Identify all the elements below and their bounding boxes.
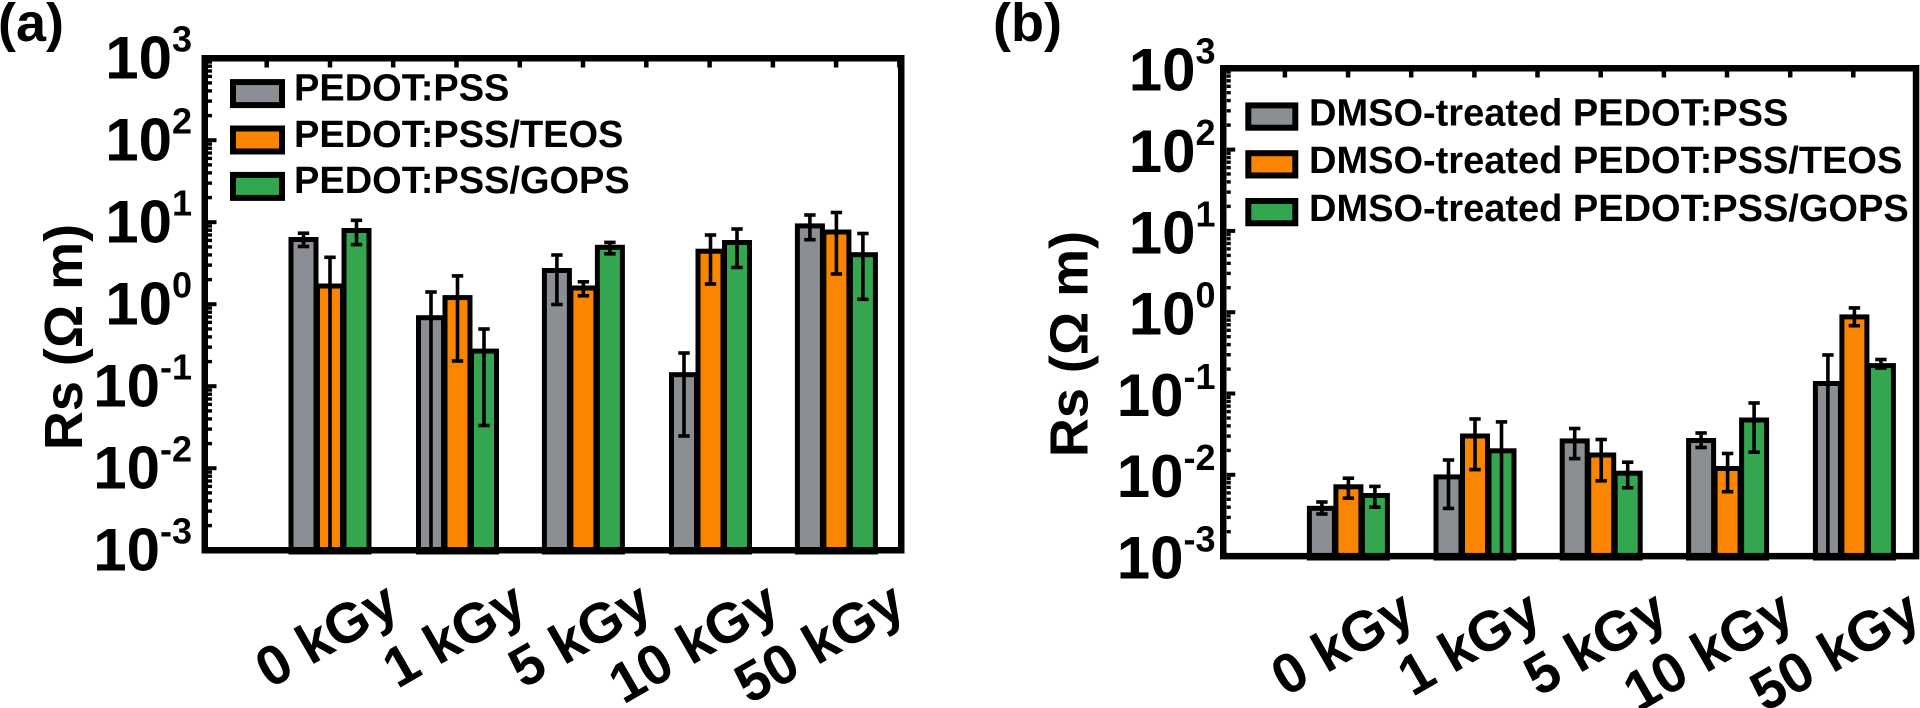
svg-text:DMSO-treated PEDOT:PSS/TEOS: DMSO-treated PEDOT:PSS/TEOS xyxy=(1309,140,1902,182)
svg-text:(b): (b) xyxy=(993,0,1062,53)
svg-text:103: 103 xyxy=(1129,31,1216,104)
svg-text:PEDOT:PSS/GOPS: PEDOT:PSS/GOPS xyxy=(294,160,630,202)
svg-text:DMSO-treated PEDOT:PSS: DMSO-treated PEDOT:PSS xyxy=(1309,92,1788,134)
svg-text:(a): (a) xyxy=(0,0,64,53)
svg-text:PEDOT:PSS: PEDOT:PSS xyxy=(294,67,509,109)
svg-text:PEDOT:PSS/TEOS: PEDOT:PSS/TEOS xyxy=(294,114,623,156)
svg-text:Rs (Ω m): Rs (Ω m) xyxy=(1040,231,1100,457)
svg-text:10-1: 10-1 xyxy=(1117,356,1216,429)
svg-text:10-2: 10-2 xyxy=(1117,437,1216,510)
svg-text:DMSO-treated PEDOT:PSS/GOPS: DMSO-treated PEDOT:PSS/GOPS xyxy=(1309,188,1909,230)
svg-text:Rs (Ω m): Rs (Ω m) xyxy=(34,224,94,450)
